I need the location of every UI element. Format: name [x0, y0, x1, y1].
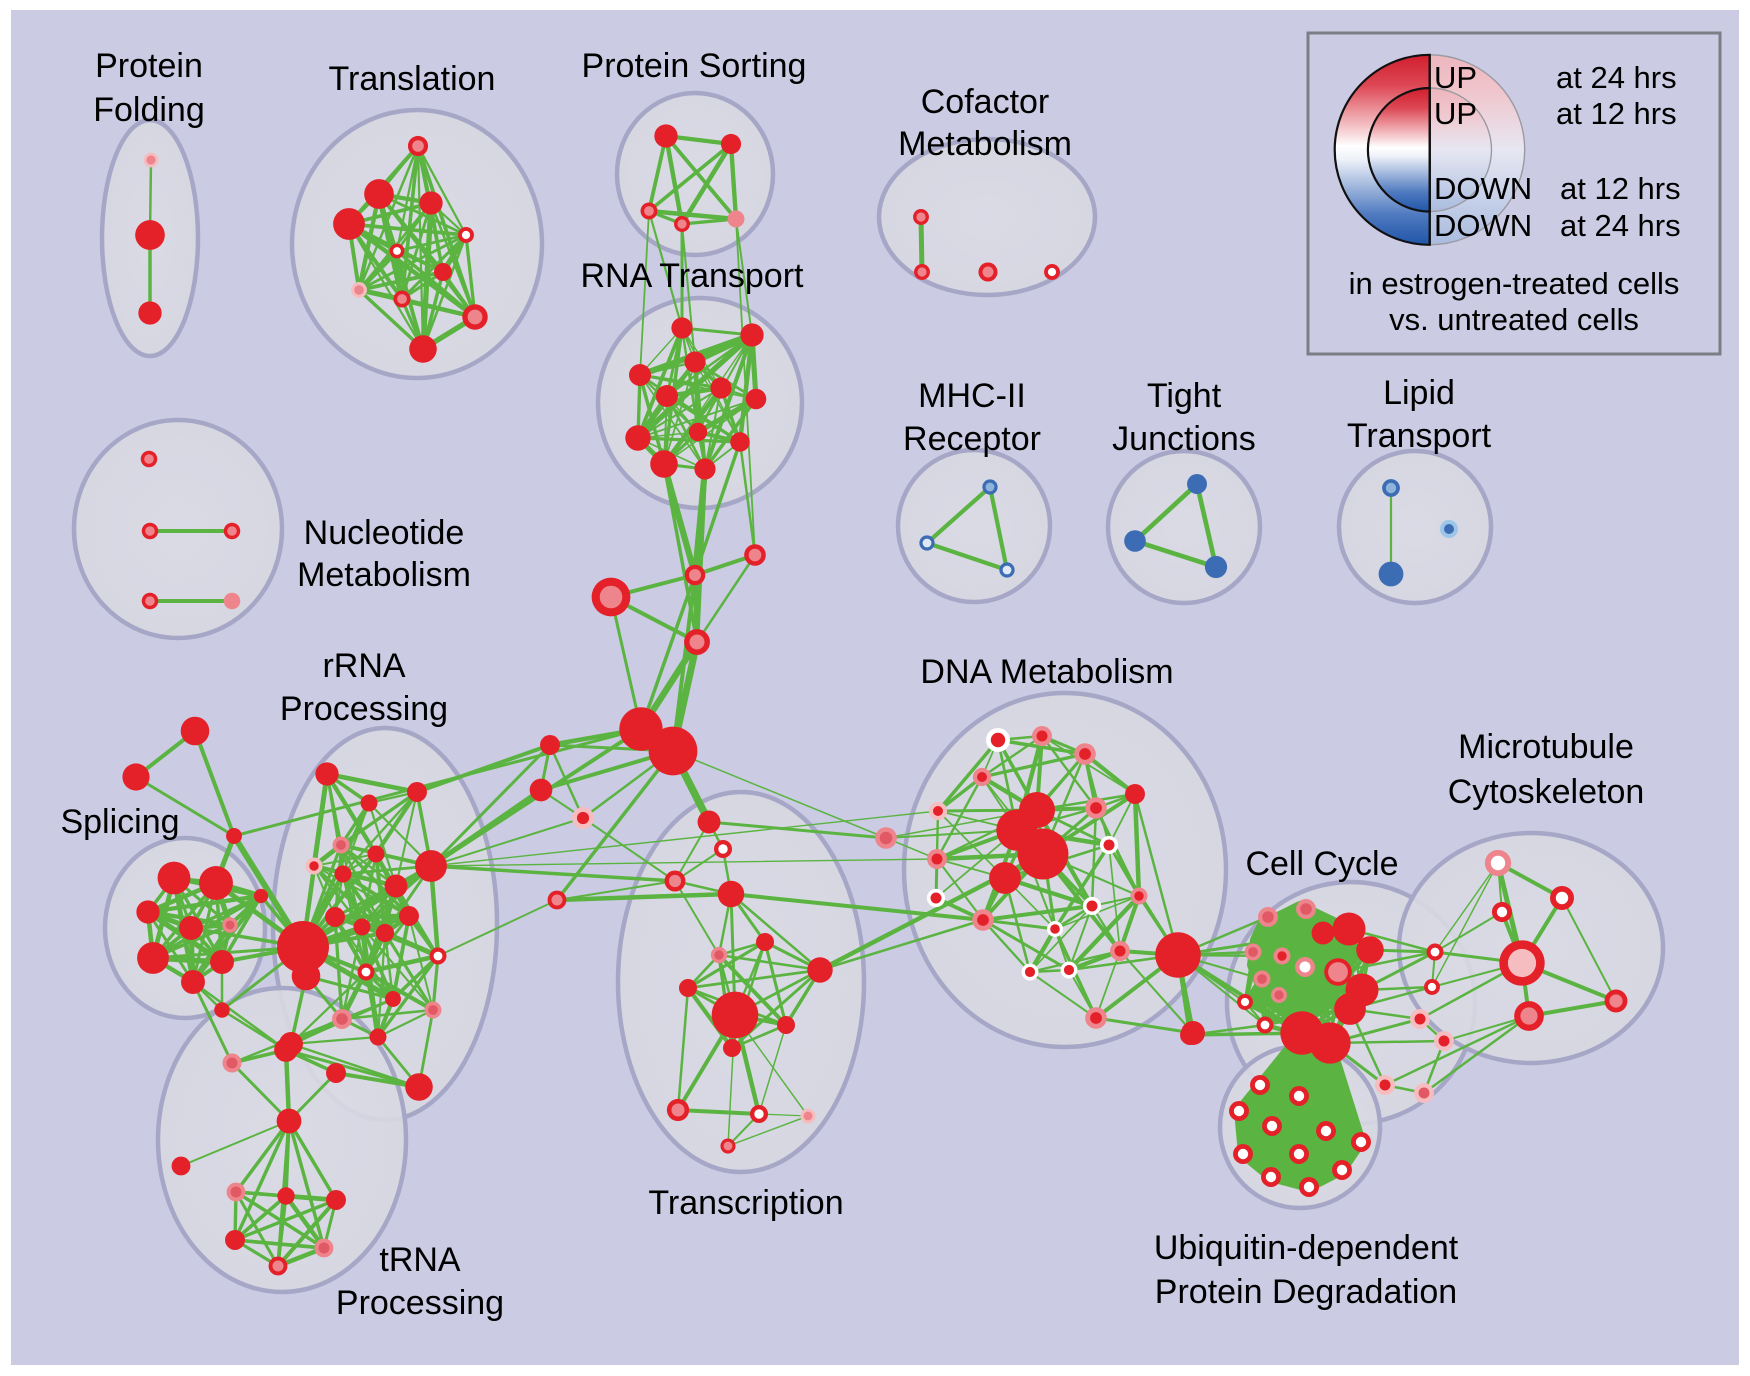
svg-text:Metabolism: Metabolism [297, 556, 471, 594]
svg-text:Processing: Processing [280, 690, 448, 728]
svg-text:Microtubule: Microtubule [1458, 728, 1634, 766]
svg-text:UP: UP [1434, 96, 1477, 131]
svg-text:UP: UP [1434, 60, 1477, 95]
svg-text:vs. untreated cells: vs. untreated cells [1389, 302, 1639, 337]
svg-text:Protein Sorting: Protein Sorting [582, 47, 807, 85]
svg-text:Protein Degradation: Protein Degradation [1155, 1273, 1457, 1311]
svg-text:Receptor: Receptor [903, 420, 1041, 458]
svg-text:at 12 hrs: at 12 hrs [1556, 96, 1677, 131]
svg-text:in estrogen-treated cells: in estrogen-treated cells [1349, 266, 1680, 301]
svg-text:rRNA: rRNA [322, 647, 405, 685]
svg-text:Ubiquitin-dependent: Ubiquitin-dependent [1154, 1229, 1459, 1267]
svg-text:Cofactor: Cofactor [921, 83, 1050, 121]
svg-text:DOWN: DOWN [1434, 171, 1532, 206]
svg-text:at 24 hrs: at 24 hrs [1556, 60, 1677, 95]
svg-text:Folding: Folding [93, 91, 205, 129]
svg-text:Processing: Processing [336, 1284, 504, 1322]
svg-text:MHC-II: MHC-II [918, 377, 1026, 415]
svg-text:Protein: Protein [95, 47, 203, 85]
svg-text:Metabolism: Metabolism [898, 125, 1072, 163]
svg-text:RNA Transport: RNA Transport [581, 257, 805, 295]
svg-text:at 12 hrs: at 12 hrs [1560, 171, 1681, 206]
svg-text:Transcription: Transcription [648, 1184, 843, 1222]
svg-text:Transport: Transport [1347, 417, 1492, 455]
svg-text:at 24 hrs: at 24 hrs [1560, 208, 1681, 243]
svg-text:Splicing: Splicing [60, 803, 179, 841]
svg-text:Tight: Tight [1147, 377, 1222, 415]
svg-text:Junctions: Junctions [1112, 420, 1256, 458]
svg-text:Cell Cycle: Cell Cycle [1245, 845, 1398, 883]
svg-text:Cytoskeleton: Cytoskeleton [1448, 773, 1645, 811]
svg-text:DNA Metabolism: DNA Metabolism [920, 653, 1173, 691]
svg-text:Nucleotide: Nucleotide [304, 514, 465, 552]
svg-text:Lipid: Lipid [1383, 374, 1455, 412]
svg-text:DOWN: DOWN [1434, 208, 1532, 243]
svg-text:tRNA: tRNA [379, 1241, 461, 1279]
svg-text:Translation: Translation [329, 60, 496, 98]
